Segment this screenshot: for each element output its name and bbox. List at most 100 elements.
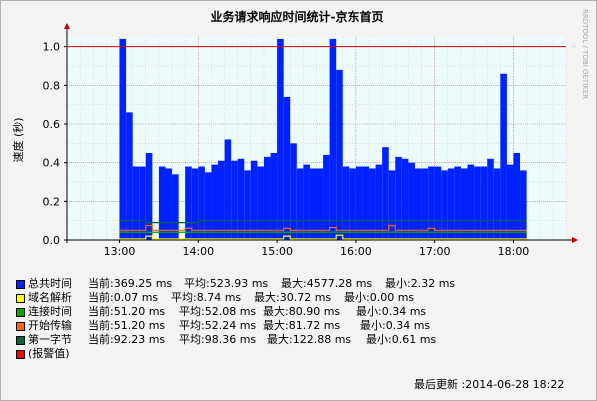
bar-total-time (382, 147, 389, 240)
bar-total-time (224, 139, 232, 240)
legend-minimum: 最小:0.34 ms (360, 319, 431, 332)
y-axis-label: 速度 (秒) (11, 117, 25, 162)
svg-text:RRDTOOL / TOBI OETIKER: RRDTOOL / TOBI OETIKER (581, 9, 589, 99)
bar-total-time (204, 172, 212, 240)
bar-total-time (270, 153, 278, 240)
legend-maximum: 最大:81.72 ms (263, 319, 341, 332)
bar-total-time (165, 168, 173, 240)
y-tick-label: 0.2 (43, 195, 61, 208)
y-axis-arrow (64, 23, 70, 29)
legend-current: 当前:51.20 ms (88, 305, 166, 318)
legend-current: 当前:0.07 ms (88, 291, 159, 304)
bar-total-time (218, 160, 225, 240)
bar-total-time (211, 164, 219, 240)
bar-total-time (487, 158, 494, 240)
y-tick-label: 0.4 (43, 157, 61, 170)
y-tick-labels: 0.0 0.2 0.4 0.6 0.8 1.0 (43, 41, 61, 247)
bar-total-time (323, 154, 330, 240)
bar-total-time (467, 164, 475, 240)
bar-total-time (303, 164, 310, 240)
bar-total-time (336, 69, 343, 240)
bar-total-time (460, 168, 468, 240)
bar-total-time (244, 170, 251, 240)
bar-total-time (513, 153, 521, 240)
bar-total-time (441, 170, 448, 240)
legend-average: 平均:52.24 ms (179, 319, 257, 332)
legend-swatch (16, 294, 25, 303)
x-tick-labels: 13:00 14:00 15:00 16:00 17:00 18:00 (104, 245, 530, 258)
bar-total-time (421, 168, 429, 240)
legend-minimum: 最小:0.61 ms (366, 333, 437, 346)
y-tick-label: 0.6 (43, 118, 61, 131)
legend-series-name: (报警值) (28, 347, 70, 360)
legend-average: 平均:523.93 ms (184, 277, 269, 290)
bar-total-time (447, 168, 455, 240)
legend-item: 第一字节 当前:92.23 ms 平均:98.36 ms 最大:122.88 ms 最小… (16, 333, 536, 347)
bar-total-time (428, 166, 435, 240)
bar-total-time (506, 164, 514, 240)
legend-average: 平均:98.36 ms (179, 333, 257, 346)
legend-swatch (16, 280, 25, 289)
bar-total-time (158, 166, 166, 240)
bar-total-time (250, 160, 258, 240)
bar-total-time (408, 162, 415, 240)
y-tick-label: 0.8 (43, 79, 61, 92)
y-tick-label: 0.0 (43, 234, 61, 247)
legend-current: 当前:92.23 ms (88, 333, 166, 346)
legend-series-name: 第一字节 (28, 333, 72, 346)
line-series (119, 220, 527, 224)
bar-total-time (191, 168, 199, 240)
legend-item: 域名解析 当前:0.07 ms 平均:8.74 ms 最大:30.72 ms 最小:0.… (16, 291, 536, 305)
legend-item: 总共时间 当前:369.25 ms 平均:523.93 ms 最大:4577.28 m… (16, 277, 536, 291)
line-series (119, 234, 527, 240)
legend-minimum: 最小:0.00 ms (344, 291, 415, 304)
last-update: 最后更新 :2014-06-28 18:22 (414, 378, 565, 391)
bar-total-time (362, 166, 370, 240)
legend-swatch (16, 350, 25, 359)
rrdtool-watermark: RRDTOOL / TOBI OETIKER (581, 9, 589, 99)
legend-series-name: 总共时间 (28, 277, 72, 290)
bar-total-time (414, 168, 422, 240)
x-tick-label: 18:00 (498, 245, 530, 258)
bar-total-time (349, 168, 356, 240)
bar-total-time (401, 158, 409, 240)
bar-total-time (316, 168, 324, 240)
x-tick-label: 16:00 (340, 245, 372, 258)
legend-swatch (16, 308, 25, 317)
legend-swatch (16, 336, 25, 345)
legend-series-name: 开始传输 (28, 319, 72, 332)
bar-total-time (139, 166, 146, 240)
legend-item: 开始传输 当前:51.20 ms 平均:52.24 ms 最大:81.72 ms 最小:… (16, 319, 536, 333)
legend-series-name: 连接时间 (28, 305, 72, 318)
legend-series-name: 域名解析 (28, 291, 72, 304)
bar-total-time (263, 156, 271, 240)
legend-item: (报警值) (16, 347, 536, 361)
bar-total-time (474, 166, 481, 240)
legend-average: 平均:8.74 ms (171, 291, 242, 304)
x-tick-label: 13:00 (104, 245, 136, 258)
bar-total-time (172, 174, 179, 240)
bar-total-time (132, 166, 140, 240)
legend-minimum: 最小:2.32 ms (385, 277, 456, 290)
line-series (119, 224, 527, 231)
bar-total-time (434, 166, 442, 240)
bar-total-time (283, 96, 291, 240)
bar-total-time (520, 170, 527, 240)
legend-average: 平均:52.08 ms (179, 305, 257, 318)
bar-total-time (500, 73, 507, 240)
x-tick-label: 17:00 (419, 245, 451, 258)
bar-total-time (231, 160, 238, 240)
legend-maximum: 最大:30.72 ms (254, 291, 332, 304)
bar-total-time (342, 166, 350, 240)
legend-current: 当前:51.20 ms (88, 319, 166, 332)
bar-total-time (395, 156, 402, 240)
bar-total-time (126, 112, 133, 240)
y-tick-label: 1.0 (43, 41, 61, 54)
legend-swatch (16, 322, 25, 331)
legend-maximum: 最大:80.90 ms (263, 305, 341, 318)
bar-total-time (198, 166, 205, 240)
legend-maximum: 最大:4577.28 ms (281, 277, 373, 290)
legend-maximum: 最大:122.88 ms (267, 333, 352, 346)
bar-total-time (355, 166, 363, 240)
bar-total-time (119, 38, 127, 240)
